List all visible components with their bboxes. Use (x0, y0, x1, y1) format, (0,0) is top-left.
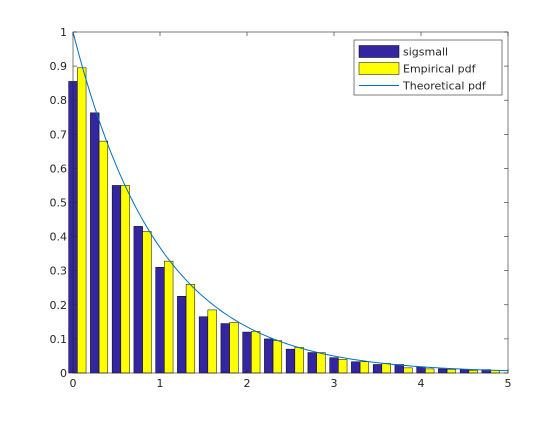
bar-sigsmall-18 (459, 369, 470, 374)
bar-sigsmall-3 (133, 226, 143, 374)
legend-swatch-empirical-pdf (358, 62, 400, 75)
bar-empirical-pdf-2 (120, 185, 130, 374)
bar-empirical-pdf-6 (207, 309, 217, 374)
y-tick-label-6: 0.6 (50, 162, 68, 175)
bars-layer (68, 67, 500, 374)
x-tick-label-0: 0 (70, 377, 77, 390)
y-tick-label-3: 0.3 (50, 265, 68, 278)
bar-sigsmall-5 (177, 296, 187, 374)
bar-empirical-pdf-10 (294, 347, 304, 374)
bar-empirical-pdf-12 (338, 359, 348, 374)
y-tick-label-5: 0.5 (50, 197, 68, 210)
bar-empirical-pdf-0 (77, 67, 87, 374)
y-tick-label-0: 0 (60, 367, 67, 380)
bar-empirical-pdf-7 (229, 322, 239, 374)
bar-sigsmall-9 (264, 338, 274, 374)
x-tick-label-5: 5 (505, 377, 512, 390)
y-tick-label-10: 1 (60, 26, 67, 39)
bar-empirical-pdf-17 (446, 369, 457, 374)
bar-empirical-pdf-15 (403, 367, 413, 374)
bar-empirical-pdf-18 (468, 370, 478, 374)
bar-sigsmall-6 (198, 316, 209, 374)
bar-sigsmall-17 (438, 368, 448, 374)
y-tick-label-4: 0.4 (50, 231, 68, 244)
legend: sigsmall Empirical pdf Theoretical pdf (353, 39, 503, 96)
bar-empirical-pdf-13 (359, 361, 370, 374)
bar-empirical-pdf-1 (98, 140, 109, 374)
bar-empirical-pdf-16 (425, 368, 435, 374)
bar-sigsmall-14 (372, 364, 383, 374)
legend-label-theoretical-pdf: Theoretical pdf (402, 80, 487, 93)
x-tick-label-3: 3 (331, 377, 338, 390)
bar-sigsmall-8 (242, 331, 252, 374)
bar-empirical-pdf-4 (164, 260, 174, 374)
legend-label-sigsmall: sigsmall (403, 46, 448, 59)
bar-empirical-pdf-8 (251, 331, 261, 374)
bar-sigsmall-4 (155, 267, 165, 374)
y-tick-label-1: 0.1 (50, 333, 68, 346)
x-tick-label-4: 4 (418, 377, 425, 390)
bar-sigsmall-7 (220, 323, 230, 374)
bar-empirical-pdf-11 (316, 352, 326, 374)
legend-label-empirical-pdf: Empirical pdf (403, 63, 477, 76)
bar-sigsmall-13 (351, 361, 361, 374)
theoretical-pdf-line (72, 31, 509, 372)
bar-empirical-pdf-14 (381, 363, 391, 374)
y-tick-label-7: 0.7 (50, 128, 68, 141)
bar-empirical-pdf-3 (142, 231, 152, 374)
legend-swatch-sigsmall (358, 45, 400, 58)
bar-sigsmall-11 (307, 352, 317, 374)
bar-empirical-pdf-9 (272, 340, 283, 374)
bar-sigsmall-2 (111, 185, 122, 374)
curve-layer (72, 31, 509, 372)
x-tick-label-2: 2 (244, 377, 251, 390)
y-tick-label-8: 0.8 (50, 94, 68, 107)
y-tick-label-9: 0.9 (50, 60, 68, 73)
bar-empirical-pdf-5 (185, 284, 196, 374)
y-tick-label-2: 0.2 (50, 299, 68, 312)
bar-sigsmall-1 (90, 112, 100, 374)
x-tick-label-1: 1 (157, 377, 164, 390)
bar-sigsmall-10 (285, 348, 296, 374)
axes: 0 1 2 3 4 5 0 0.1 0.2 0.3 0.4 0.5 0.6 0.7 0.8 0.9 1 (50, 26, 512, 390)
